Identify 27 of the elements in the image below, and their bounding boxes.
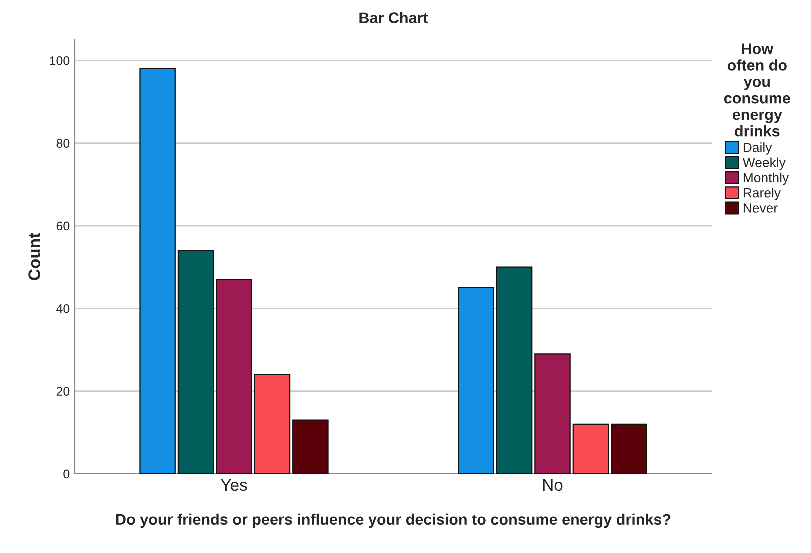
x-tick-label: Yes	[221, 479, 248, 492]
y-tick-label: 80	[56, 139, 70, 148]
legend-title: How often do you consume energy drinks	[724, 44, 790, 137]
y-tick-label: 100	[50, 56, 70, 66]
bar	[458, 287, 494, 474]
legend-label: Never	[744, 204, 778, 213]
bar	[178, 250, 214, 474]
y-tick-label: 0	[64, 470, 70, 479]
bar	[140, 68, 176, 474]
bar	[216, 279, 252, 474]
legend-label: Weekly	[742, 158, 786, 170]
legend-label: Monthly	[744, 172, 790, 186]
legend-label: Rarely	[744, 188, 781, 200]
chart-title: Bar Chart	[360, 12, 428, 24]
y-tick-label: 60	[56, 222, 70, 231]
y-tick-label: 40	[56, 304, 70, 314]
bar	[496, 266, 533, 474]
bar	[572, 424, 610, 474]
legend-label: Daily	[744, 142, 772, 155]
bar	[534, 354, 571, 474]
bar	[611, 424, 648, 474]
bar	[292, 420, 329, 474]
x-tick-label: No	[543, 479, 563, 492]
x-axis-title: Do your friends or peers influence your decision to consume energy drinks?	[116, 514, 671, 528]
y-tick-label: 20	[56, 387, 70, 396]
bar	[254, 374, 291, 474]
y-axis-title: Count	[28, 233, 40, 280]
